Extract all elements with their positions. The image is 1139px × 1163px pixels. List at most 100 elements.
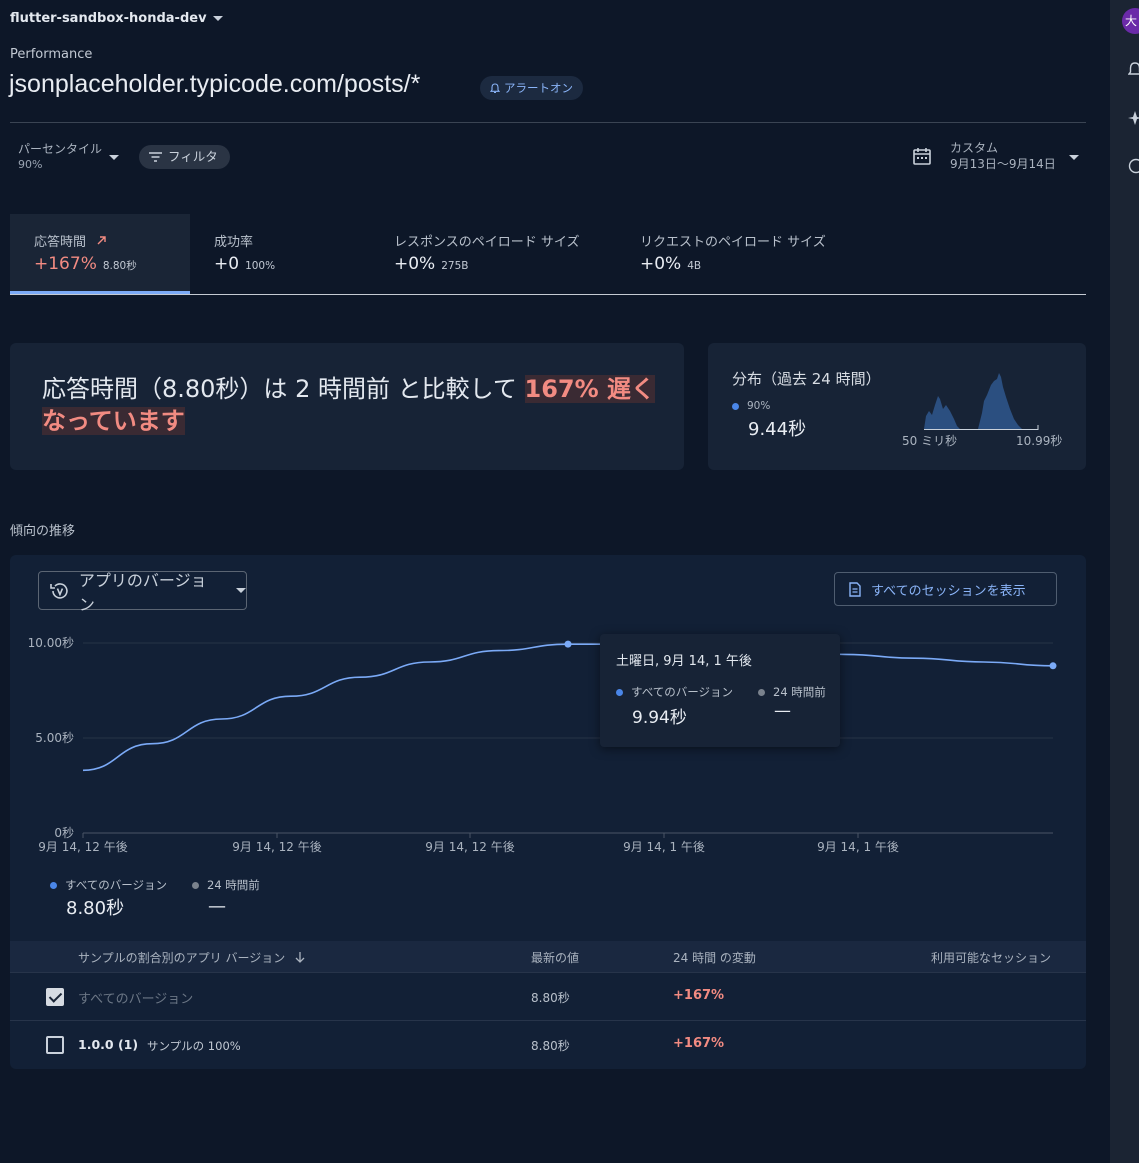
tab-response-payload[interactable]: レスポンスのペイロード サイズ +0% 275B	[370, 214, 616, 294]
chevron-down-icon[interactable]	[1069, 155, 1079, 160]
y-tick-label: 10.00秒	[28, 636, 74, 650]
filter-icon	[149, 152, 162, 162]
trends-card: アプリのバージョン すべてのセッションを表示 10.00秒 5.00秒 0秒 9月 1…	[10, 555, 1086, 1069]
date-range-value: 9月13日〜9月14日	[950, 157, 1056, 171]
data-point	[564, 640, 572, 648]
chart-tooltip: 土曜日, 9月 14, 1 午後 すべてのバージョン 9.94秒 24 時間前 …	[600, 634, 840, 747]
column-header-version-label: サンプルの割合別のアプリ バージョン	[78, 951, 286, 965]
tab-value: +0% 4B	[640, 254, 701, 274]
trends-title: 傾向の推移	[10, 524, 76, 539]
tab-sub-value: 4B	[687, 260, 702, 272]
summary-card: 応答時間（8.80秒）は 2 時間前 と比較して 167% 遅くなっています	[10, 343, 684, 470]
tab-response-time[interactable]: 応答時間 +167% 8.80秒	[10, 214, 190, 294]
distribution-title: 分布（過去 24 時間）	[732, 370, 881, 388]
project-name: flutter-sandbox-honda-dev	[10, 11, 207, 26]
percentile-select[interactable]: パーセンタイル 90%	[18, 141, 102, 173]
percentile-value: 90%	[18, 158, 43, 171]
chevron-down-icon	[212, 16, 223, 21]
tab-value: +0 100%	[214, 254, 275, 274]
column-header-change: 24 時間 の変動	[673, 951, 756, 965]
chevron-down-icon[interactable]	[109, 155, 119, 160]
column-header-latest: 最新の値	[531, 951, 580, 965]
legend-series-2-value: —	[208, 896, 226, 917]
project-switcher[interactable]: flutter-sandbox-honda-dev	[10, 11, 223, 26]
percentile-label: パーセンタイル	[18, 142, 103, 156]
sort-down-icon	[295, 952, 305, 963]
bell-icon	[490, 82, 500, 93]
x-tick-label: 9月 14, 12 午後	[232, 840, 321, 854]
row-latest-value: 8.80秒	[531, 991, 570, 1005]
tab-change: +0%	[640, 254, 682, 274]
row-change: +167%	[673, 1036, 725, 1051]
tab-sub-value: 100%	[245, 260, 276, 272]
series-dot	[732, 402, 739, 410]
section-label: Performance	[10, 47, 93, 62]
tab-success-rate[interactable]: 成功率 +0 100%	[190, 214, 370, 294]
distribution-min-label: 50 ミリ秒	[902, 434, 958, 448]
active-tab-indicator	[10, 291, 190, 294]
legend-series-1-label: すべてのバージョン	[65, 878, 168, 892]
help-icon[interactable]	[1128, 158, 1139, 174]
summary-text: 応答時間（8.80秒）は 2 時間前 と比較して 167% 遅くなっています	[42, 373, 657, 437]
row-change: +167%	[673, 988, 725, 1003]
version-history-icon	[50, 582, 68, 599]
series-dot	[50, 882, 57, 889]
histogram-axis	[924, 425, 1039, 430]
distribution-percentile: 90%	[732, 400, 770, 412]
x-tick-label: 9月 14, 1 午後	[623, 840, 705, 854]
tab-change: +167%	[34, 254, 97, 274]
filter-button[interactable]: フィルタ	[139, 145, 230, 169]
table-row[interactable]: 1.0.0 (1) サンプルの 100% 8.80秒 +167%	[10, 1020, 1086, 1068]
bell-icon[interactable]	[1127, 62, 1139, 78]
y-tick-label: 5.00秒	[35, 731, 74, 745]
distribution-histogram	[924, 373, 1039, 430]
tab-value: +167% 8.80秒	[34, 254, 137, 274]
tab-sub-value: 8.80秒	[102, 260, 137, 272]
y-tick-label: 0秒	[54, 826, 74, 840]
arrow-up-right-icon	[97, 236, 106, 245]
row-checkbox[interactable]	[46, 1036, 64, 1054]
series-dot	[758, 689, 765, 696]
series-dot	[616, 689, 623, 696]
tab-value: +0% 275B	[394, 254, 468, 274]
x-tick-label: 9月 14, 12 午後	[425, 840, 514, 854]
data-point	[1049, 662, 1057, 670]
histogram-area	[924, 373, 1022, 429]
tab-change: +0%	[394, 254, 436, 274]
tab-label-text: 応答時間	[34, 235, 87, 250]
page-title: jsonplaceholder.typicode.com/posts/*	[9, 70, 421, 98]
filter-label: フィルタ	[168, 149, 218, 164]
row-checkbox[interactable]	[46, 988, 64, 1006]
alert-status-chip[interactable]: アラートオン	[480, 76, 583, 100]
tab-request-payload[interactable]: リクエストのペイロード サイズ +0% 4B	[616, 214, 866, 294]
legend-series-1[interactable]: すべてのバージョン	[50, 877, 167, 893]
series-line	[82, 643, 1054, 772]
right-rail: 大	[1110, 0, 1139, 1163]
tab-change: +0	[214, 254, 240, 274]
legend-series-2-label: 24 時間前	[207, 878, 260, 892]
date-range-picker[interactable]: カスタム 9月13日〜9月14日	[912, 140, 1056, 172]
tooltip-series-1-value: 9.94秒	[632, 708, 687, 728]
tooltip-series-2-value: —	[774, 701, 791, 721]
user-avatar[interactable]: 大	[1122, 8, 1139, 34]
summary-prefix: 応答時間（8.80秒）は 2 時間前 と比較して	[42, 375, 525, 403]
row-version-name: 1.0.0 (1)	[78, 1037, 139, 1052]
x-tick-label: 9月 14, 12 午後	[38, 840, 127, 854]
row-latest-value: 8.80秒	[531, 1039, 570, 1053]
tooltip-series-1-label: すべてのバージョン	[631, 685, 734, 699]
tooltip-series-1: すべてのバージョン	[616, 684, 733, 700]
legend-series-1-value: 8.80秒	[66, 898, 125, 919]
app-version-select[interactable]: アプリのバージョン	[38, 571, 247, 614]
alert-chip-label: アラートオン	[504, 81, 573, 95]
legend-series-2[interactable]: 24 時間前	[192, 877, 260, 893]
column-header-version[interactable]: サンプルの割合別のアプリ バージョン	[78, 949, 305, 966]
tooltip-series-2-label: 24 時間前	[773, 685, 826, 699]
sparkle-icon[interactable]	[1128, 110, 1139, 126]
versions-table-header: サンプルの割合別のアプリ バージョン 最新の値 24 時間 の変動 利用可能なセ…	[10, 941, 1086, 972]
table-row[interactable]: すべてのバージョン 8.80秒 +167%	[10, 972, 1086, 1020]
distribution-card: 分布（過去 24 時間） 90% 9.44秒 50 ミリ秒 10.99秒	[708, 343, 1086, 470]
distribution-value: 9.44秒	[748, 419, 807, 440]
date-range-label: カスタム	[950, 141, 999, 155]
view-all-sessions-button[interactable]: すべてのセッションを表示	[834, 572, 1057, 606]
